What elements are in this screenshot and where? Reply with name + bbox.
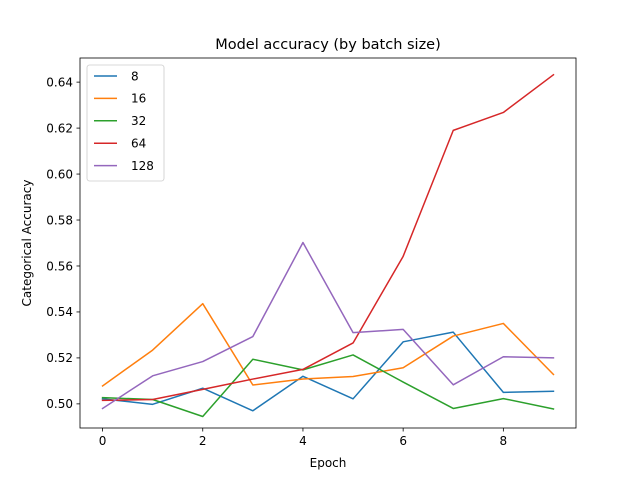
series-line-16 xyxy=(101,302,555,387)
series-lines xyxy=(101,73,555,418)
x-tick-label: 6 xyxy=(399,434,407,448)
chart-title: Model accuracy (by batch size) xyxy=(215,37,441,53)
legend-label-128: 128 xyxy=(131,159,154,173)
legend-label-8: 8 xyxy=(131,69,139,83)
y-tick-label: 0.50 xyxy=(46,397,73,411)
x-axis-ticks: 0 2 4 6 8 xyxy=(99,428,507,448)
y-tick-label: 0.54 xyxy=(46,305,73,319)
y-axis-title: Categorical Accuracy xyxy=(20,180,34,307)
y-axis-ticks: 0.50 0.52 0.54 0.56 0.58 0.60 0.62 0.64 xyxy=(46,75,80,411)
x-tick-label: 8 xyxy=(500,434,508,448)
y-tick-label: 0.64 xyxy=(46,75,73,89)
x-tick-label: 2 xyxy=(199,434,207,448)
legend-box xyxy=(86,64,165,182)
y-tick-label: 0.58 xyxy=(46,213,73,227)
y-tick-label: 0.52 xyxy=(46,351,73,365)
series-line-32 xyxy=(101,354,555,418)
x-tick-label: 4 xyxy=(299,434,307,448)
y-tick-label: 0.56 xyxy=(46,259,73,273)
x-axis-title: Epoch xyxy=(310,456,347,470)
series-line-128 xyxy=(101,241,555,410)
legend-label-64: 64 xyxy=(131,137,146,151)
y-tick-label: 0.62 xyxy=(46,121,73,135)
plot-frame xyxy=(79,57,577,429)
series-line-8 xyxy=(101,331,555,412)
legend-label-32: 32 xyxy=(131,114,146,128)
legend: 8 16 32 64 128 xyxy=(86,64,165,182)
legend-label-16: 16 xyxy=(131,92,146,106)
series-line-64 xyxy=(101,73,555,402)
y-tick-label: 0.60 xyxy=(46,167,73,181)
x-tick-label: 0 xyxy=(99,434,107,448)
